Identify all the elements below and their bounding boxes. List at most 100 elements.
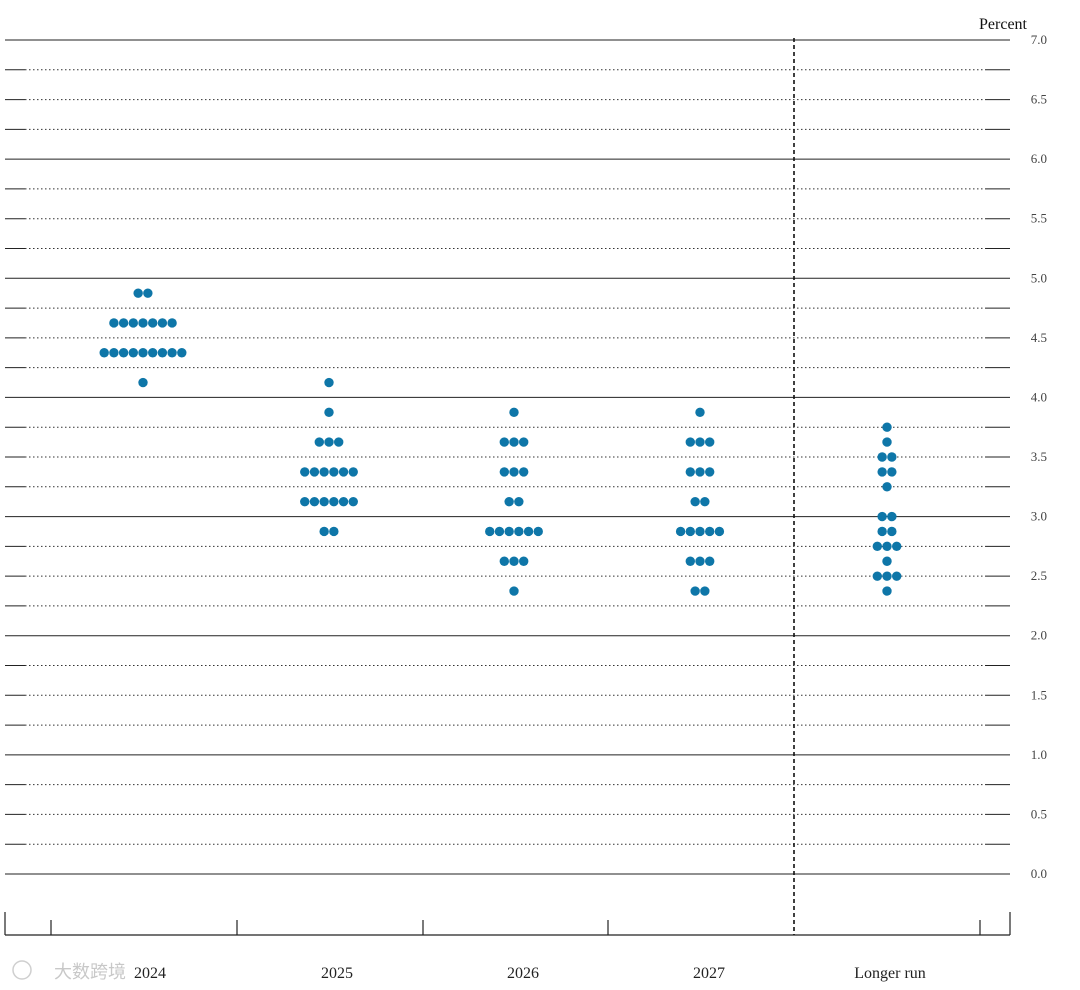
dot-point (334, 437, 344, 447)
y-tick-label: 0.5 (1031, 806, 1047, 821)
dot-point (695, 467, 705, 477)
dot-point (685, 526, 695, 537)
dot-point (882, 541, 892, 552)
dot-point (705, 526, 715, 537)
dot-point (705, 437, 715, 447)
dot-point (675, 526, 686, 537)
y-tick-label: 0.0 (1031, 866, 1047, 881)
dot-point (148, 348, 158, 358)
dot-point (148, 318, 158, 328)
dot-point (109, 318, 119, 328)
dot-point (690, 586, 700, 596)
dot-point (705, 556, 715, 566)
y-tick-label: 6.5 (1031, 92, 1047, 107)
y-tick-label: 3.5 (1031, 449, 1047, 464)
y-tick-label: 3.0 (1031, 509, 1047, 524)
dot-point (509, 556, 519, 566)
y-tick-label: 2.0 (1031, 628, 1047, 643)
dot-point (882, 586, 892, 596)
dot-point (118, 318, 129, 328)
dot-point (494, 526, 505, 537)
dot-point (99, 348, 109, 358)
dot-point (324, 437, 334, 447)
y-tick-label: 4.5 (1031, 330, 1047, 345)
dot-point (133, 288, 143, 298)
dot-point (329, 467, 339, 477)
dot-point (319, 526, 329, 537)
dot-point (504, 496, 514, 507)
dot-point (887, 467, 897, 477)
dot-point (685, 437, 695, 447)
dot-point (109, 348, 119, 358)
dot-point (690, 496, 700, 507)
dot-point (514, 496, 524, 507)
dot-point (485, 526, 495, 537)
x-category-label: 2027 (693, 965, 725, 982)
dot-point (338, 467, 349, 477)
dot-point (348, 467, 358, 477)
dot-point (892, 571, 902, 581)
dot-point (309, 467, 320, 477)
dot-point (348, 496, 358, 507)
y-tick-label: 2.5 (1031, 568, 1047, 583)
dot-point (882, 437, 892, 447)
dot-point (523, 526, 534, 537)
dot-point (138, 318, 148, 328)
dot-point (882, 571, 892, 581)
dot-point (128, 348, 138, 358)
dot-point (700, 496, 710, 507)
dot-point (685, 556, 695, 566)
x-category-label: 2025 (321, 965, 353, 982)
x-category-label: 2026 (507, 965, 539, 982)
grid-lines (5, 39, 1010, 875)
dot-point (499, 556, 509, 566)
y-axis-tick-labels: 0.0 0.5 1.0 1.5 2.0 2.5 3.0 3.5 4.0 4.5 5.0 5.5 6.0 6… (1031, 32, 1047, 881)
y-tick-label: 4.0 (1031, 389, 1047, 404)
dot-point (514, 526, 524, 537)
watermark: 大数跨境 (12, 960, 126, 983)
y-tick-label: 5.5 (1031, 211, 1047, 226)
dot-point (324, 407, 334, 418)
dot-point (519, 556, 529, 566)
dot-point (499, 437, 509, 447)
dot-point (143, 288, 153, 298)
dot-point (309, 496, 320, 507)
dot-point (300, 467, 310, 477)
dots (99, 288, 902, 596)
dot-point (157, 318, 168, 328)
watermark-text: 大数跨境 (54, 962, 126, 983)
dot-point (882, 556, 892, 566)
dot-point (138, 348, 148, 358)
dot-point (882, 482, 892, 492)
dot-point (319, 496, 329, 507)
dot-point (338, 496, 349, 507)
dot-point (887, 511, 897, 522)
dot-point (509, 407, 519, 418)
x-axis-category-labels: 2024 2025 2026 2027 Longer run (134, 965, 926, 982)
dot-point (695, 526, 705, 537)
y-tick-label: 7.0 (1031, 32, 1047, 47)
dot-point (519, 467, 529, 477)
dot-point (877, 467, 887, 477)
dot-point (324, 377, 334, 388)
dot-point (533, 526, 543, 537)
x-axis (4, 912, 1011, 936)
y-tick-label: 1.5 (1031, 687, 1047, 702)
dot-point (882, 422, 892, 432)
dot-point (695, 556, 705, 566)
dot-point (157, 348, 168, 358)
dot-point (300, 496, 310, 507)
dot-point (695, 437, 705, 447)
dot-point (138, 377, 148, 388)
dot-point (695, 407, 705, 418)
y-tick-label: 5.0 (1031, 270, 1047, 285)
dot-point (329, 496, 339, 507)
dot-point (128, 318, 138, 328)
dot-point (509, 467, 519, 477)
dot-point (872, 541, 882, 552)
y-tick-label: 1.0 (1031, 747, 1047, 762)
dot-point (118, 348, 129, 358)
dot-point (887, 526, 897, 537)
y-axis-unit-label: Percent (979, 16, 1028, 33)
